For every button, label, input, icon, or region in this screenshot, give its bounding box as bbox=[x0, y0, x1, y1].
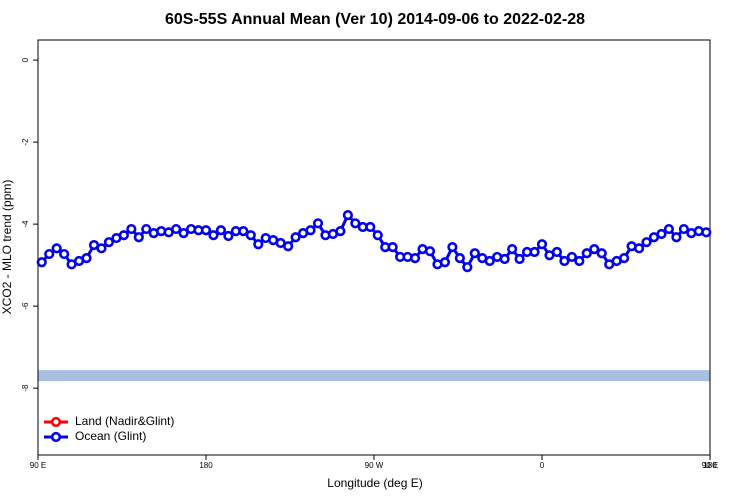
point bbox=[312, 218, 324, 229]
point bbox=[701, 227, 712, 238]
point bbox=[365, 221, 376, 233]
point bbox=[656, 228, 667, 240]
point bbox=[633, 243, 645, 254]
point bbox=[484, 255, 495, 267]
point bbox=[103, 237, 115, 248]
point bbox=[469, 248, 480, 259]
point bbox=[238, 225, 249, 237]
point bbox=[59, 248, 70, 260]
point bbox=[619, 253, 630, 264]
point bbox=[305, 225, 316, 236]
x-tick-label: 90 W bbox=[365, 461, 384, 470]
point bbox=[663, 223, 675, 235]
point bbox=[208, 230, 219, 241]
point bbox=[335, 225, 346, 237]
x-tick-label: 0 bbox=[540, 461, 545, 470]
point bbox=[447, 241, 458, 253]
x-tick-label: 90 E bbox=[702, 461, 718, 470]
point bbox=[283, 241, 294, 252]
point bbox=[581, 248, 592, 259]
y-tick-label: -6 bbox=[21, 302, 30, 310]
x-tick-label: 180 bbox=[703, 461, 717, 470]
point bbox=[118, 230, 129, 241]
point bbox=[200, 225, 212, 236]
x-tick-label: 180 bbox=[199, 461, 213, 470]
legend-marker bbox=[50, 416, 62, 428]
point bbox=[559, 255, 570, 267]
point bbox=[439, 257, 451, 268]
point bbox=[574, 255, 585, 267]
point bbox=[409, 253, 421, 264]
point bbox=[507, 244, 518, 255]
point bbox=[589, 244, 600, 255]
point bbox=[223, 230, 234, 242]
point bbox=[387, 241, 398, 253]
point bbox=[342, 210, 353, 221]
legend-label: Ocean (Glint) bbox=[75, 429, 146, 443]
point bbox=[245, 230, 256, 241]
point bbox=[171, 223, 182, 235]
point bbox=[499, 253, 510, 265]
point bbox=[36, 257, 47, 268]
point bbox=[678, 223, 689, 235]
point bbox=[141, 223, 152, 235]
plot-frame bbox=[37, 39, 711, 456]
point bbox=[253, 239, 264, 250]
point bbox=[671, 232, 682, 243]
point bbox=[133, 232, 144, 243]
chart-title: 60S-55S Annual Mean (Ver 10) 2014-09-06 … bbox=[165, 11, 585, 28]
point bbox=[51, 243, 62, 254]
point bbox=[178, 228, 189, 239]
y-tick-label: 0 bbox=[21, 57, 30, 62]
y-tick-label: -2 bbox=[21, 138, 30, 146]
point bbox=[44, 248, 55, 260]
point bbox=[596, 248, 607, 259]
point bbox=[126, 223, 137, 235]
point bbox=[424, 246, 436, 257]
point bbox=[372, 230, 383, 241]
point bbox=[215, 225, 227, 236]
point bbox=[462, 262, 473, 273]
point bbox=[514, 253, 525, 265]
point bbox=[96, 243, 107, 254]
point bbox=[536, 239, 548, 250]
point bbox=[566, 251, 577, 263]
point bbox=[350, 218, 361, 229]
point bbox=[551, 246, 563, 258]
x-axis-label: Longitude (deg E) bbox=[327, 476, 422, 490]
point bbox=[454, 253, 465, 264]
y-tick-label: -4 bbox=[21, 220, 30, 228]
band bbox=[38, 370, 710, 382]
point bbox=[81, 253, 92, 264]
legend-marker bbox=[50, 431, 62, 443]
x-tick-label: 90 E bbox=[30, 461, 46, 470]
y-tick-label: -8 bbox=[21, 384, 30, 392]
point bbox=[529, 246, 540, 258]
legend-label: Land (Nadir&Glint) bbox=[75, 414, 174, 428]
y-axis-label: XCO2 - MLO trend (ppm) bbox=[0, 180, 14, 315]
point bbox=[641, 237, 652, 248]
point bbox=[290, 232, 301, 243]
